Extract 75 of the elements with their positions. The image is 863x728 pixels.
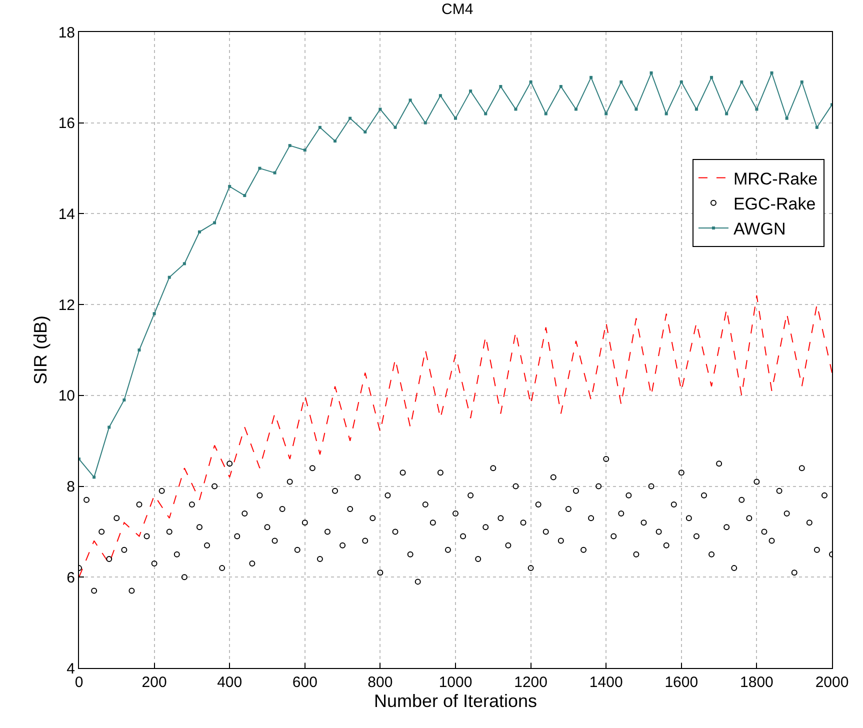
chart-title: CM4 <box>442 1 474 18</box>
x-tick-label: 200 <box>142 674 167 691</box>
point <box>228 184 232 188</box>
legend-label: AWGN <box>733 220 786 239</box>
point <box>529 80 532 84</box>
x-tick-label: 800 <box>368 674 393 691</box>
point <box>152 312 156 316</box>
y-tick-label: 6 <box>66 569 75 586</box>
y-tick-label: 18 <box>58 24 75 42</box>
point <box>273 171 276 174</box>
line-series <box>79 294 832 578</box>
point <box>694 108 698 111</box>
x-tick-label: 600 <box>292 674 318 691</box>
point <box>288 144 292 148</box>
point <box>424 121 427 124</box>
x-axis-title: Number of Iterations <box>374 691 538 712</box>
x-tick-label: 1400 <box>589 674 623 691</box>
point <box>770 71 774 74</box>
point <box>92 476 96 479</box>
point <box>650 71 653 74</box>
point <box>785 116 788 120</box>
point <box>800 80 804 84</box>
point <box>198 230 201 234</box>
point <box>364 130 367 134</box>
point <box>303 148 306 152</box>
point <box>620 80 623 84</box>
y-tick-label: 16 <box>58 115 75 132</box>
point <box>755 108 758 111</box>
y-tick-label: 10 <box>58 388 75 405</box>
point <box>454 116 457 120</box>
point <box>634 108 638 111</box>
x-tick-label: 1200 <box>514 674 548 691</box>
point <box>168 276 171 279</box>
y-tick-label: 12 <box>58 296 75 314</box>
point <box>740 80 744 84</box>
point <box>213 221 216 224</box>
point <box>334 140 337 143</box>
y-tick-label: 4 <box>66 660 75 678</box>
point <box>544 112 548 116</box>
point <box>680 80 683 84</box>
point <box>484 112 488 116</box>
point <box>438 94 442 98</box>
point <box>122 398 126 402</box>
x-tick-label: 1800 <box>740 674 774 691</box>
point <box>590 76 593 79</box>
x-tick-label: 2000 <box>815 674 849 691</box>
point <box>182 262 186 266</box>
point <box>318 126 322 129</box>
point <box>604 112 608 116</box>
y-tick-label: 14 <box>58 206 75 223</box>
x-tick-label: 0 <box>74 674 84 691</box>
y-tick-label: 8 <box>66 478 75 496</box>
legend-label: EGC-Rake <box>733 194 816 214</box>
y-axis-title: SIR (dB) <box>30 315 51 385</box>
point <box>138 348 141 352</box>
x-tick-label: 1600 <box>664 674 698 691</box>
point <box>815 126 818 129</box>
point <box>725 112 728 116</box>
point <box>514 108 518 111</box>
point <box>469 90 472 93</box>
point <box>108 426 111 429</box>
point <box>559 85 562 88</box>
point <box>499 85 502 88</box>
point <box>258 166 262 170</box>
point <box>574 108 578 111</box>
x-tick-label: 1000 <box>438 674 472 691</box>
point <box>348 116 352 120</box>
point <box>378 108 382 111</box>
x-tick-label: 400 <box>217 674 242 691</box>
point <box>664 112 668 116</box>
point <box>408 98 412 102</box>
legend-label: MRC-Rake <box>733 169 818 188</box>
point <box>243 194 246 198</box>
point <box>710 76 714 79</box>
point <box>394 126 397 129</box>
